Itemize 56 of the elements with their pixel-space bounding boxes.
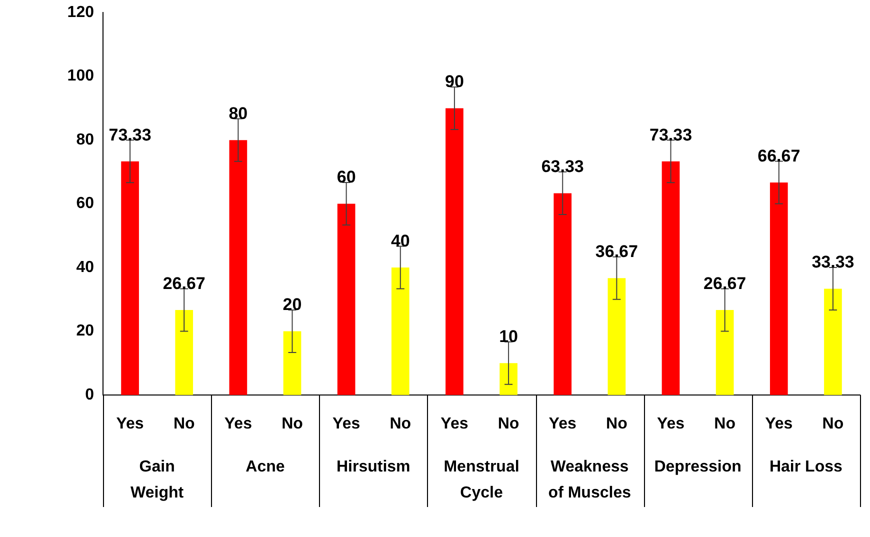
text: Yes [440, 415, 468, 432]
bar [662, 161, 680, 395]
y-tick-label: 20 [76, 322, 94, 340]
series-label: No [173, 415, 195, 432]
text: No [498, 415, 520, 432]
data-label: 26.67 [704, 274, 746, 293]
y-tick-label: 40 [76, 258, 94, 276]
data-label: 73.33 [649, 125, 692, 144]
x-tick-label: Hair Loss [769, 458, 842, 476]
bar [283, 331, 302, 395]
x-tick-label: Menstrual Cycle [444, 458, 520, 502]
x-tick-label: Acne [246, 458, 285, 476]
data-label: 90 [445, 72, 464, 92]
text: Yes [332, 415, 360, 432]
data-label: 10 [499, 327, 518, 346]
text: No [714, 415, 736, 432]
bar [337, 204, 356, 395]
x-tick-label: Hirsutism [336, 458, 410, 476]
text: Yes [224, 415, 252, 432]
data-label: 26.67 [162, 274, 206, 293]
bar [824, 288, 842, 395]
data-label: 73.33 [108, 125, 152, 144]
x-tick-label: Depression [654, 458, 742, 476]
x-tick-label: Weakness of Muscles [548, 458, 632, 502]
text: Yes [656, 415, 685, 432]
series-label: Yes [116, 415, 144, 432]
bar [446, 108, 464, 395]
bar [554, 193, 572, 395]
data-label: 36.67 [595, 242, 638, 262]
data-label: 20 [282, 295, 302, 314]
bar [500, 363, 518, 395]
bar [608, 278, 626, 395]
bar [121, 161, 139, 395]
bar [716, 310, 734, 395]
data-label: 80 [228, 104, 248, 123]
bar [391, 268, 410, 395]
y-tick-label: 100 [67, 68, 94, 85]
x-tick-label: Gain Weight [130, 458, 184, 502]
text: No [282, 415, 303, 432]
data-label: 33.33 [812, 252, 854, 272]
bar [770, 182, 788, 395]
data-label: 40 [390, 231, 410, 250]
y-tick-label: 0 [85, 386, 94, 404]
y-tick-label: 120 [67, 4, 94, 22]
text: Yes [765, 415, 793, 432]
y-tick-label: 60 [76, 195, 94, 212]
text: No [390, 415, 412, 432]
y-tick-label: 80 [76, 131, 94, 148]
bar [229, 140, 248, 395]
bar [175, 310, 194, 395]
data-label: 60 [336, 168, 356, 187]
text: No [606, 415, 628, 432]
data-label: 66.67 [758, 146, 800, 166]
text: No [822, 415, 844, 432]
data-label: 63.33 [541, 157, 584, 176]
text: Yes [548, 415, 576, 432]
